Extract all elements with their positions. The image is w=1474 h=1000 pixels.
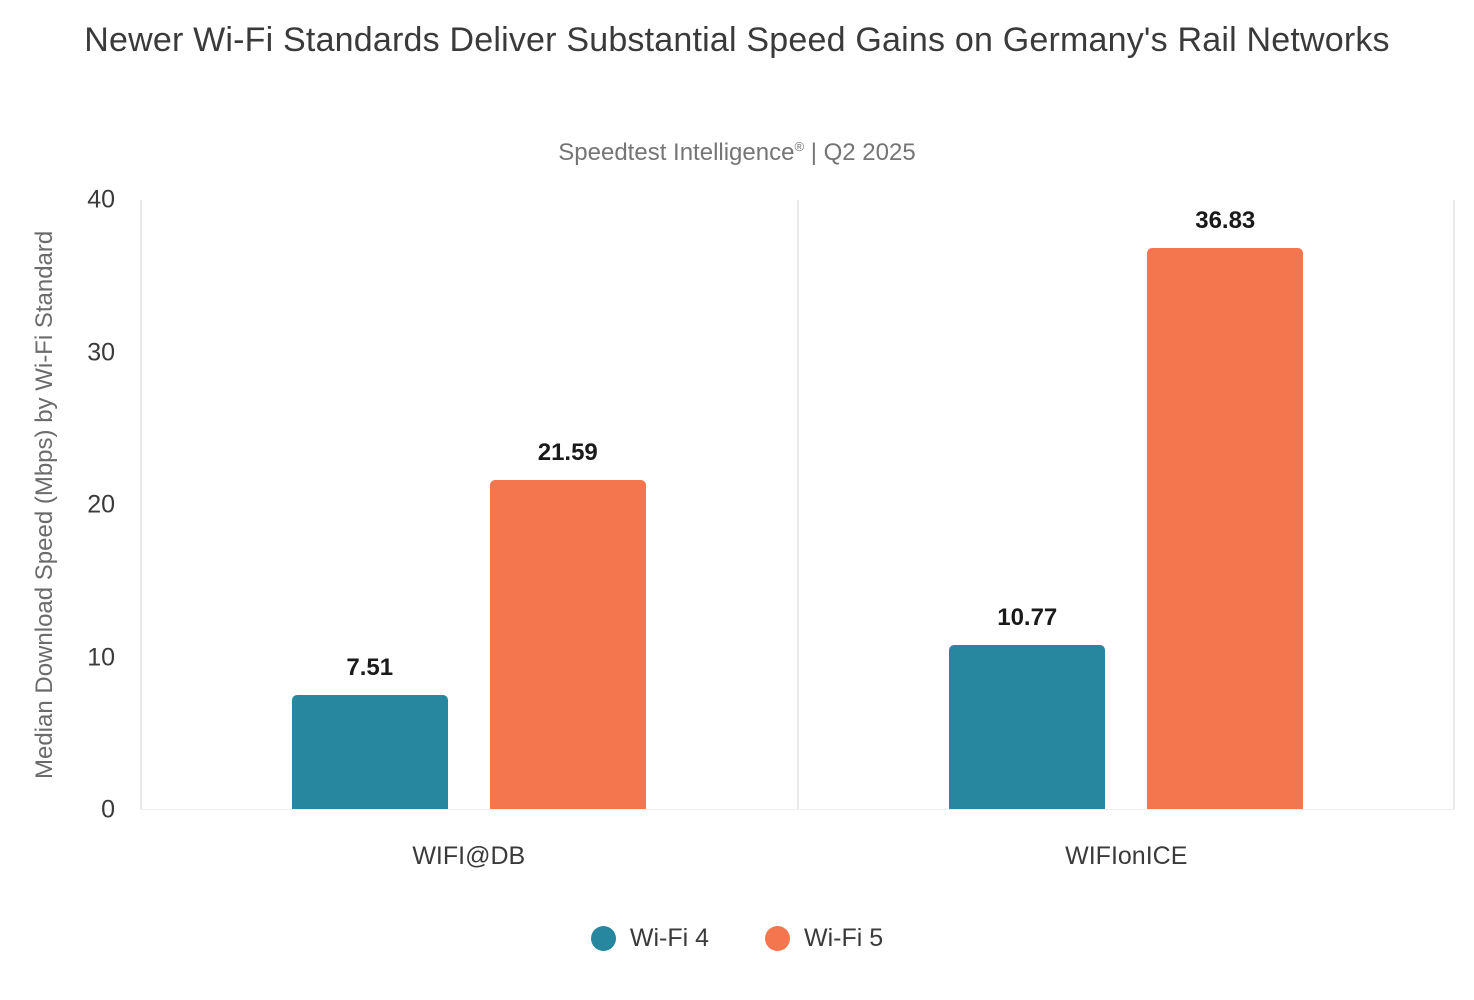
y-axis-ticks: 40 30 20 10 0 <box>0 186 115 824</box>
bar-group-wifidb-wifi4: 7.51 <box>291 200 448 809</box>
y-tick-label-30: 30 <box>87 338 115 366</box>
legend-label-wifi4: Wi-Fi 4 <box>629 924 709 952</box>
plot-area: 7.51 21.59 10.77 36.83 <box>140 200 1455 810</box>
bar-wifionice-wifi5 <box>1147 248 1304 809</box>
panel-wifionice: 10.77 36.83 <box>798 200 1456 809</box>
bar-value-label-wifionice-wifi5: 36.83 <box>1195 207 1256 235</box>
axis-line-right <box>1453 200 1455 809</box>
legend-item-wifi4: Wi-Fi 4 <box>590 924 709 953</box>
subtitle-brand: Speedtest Intelligence <box>558 139 795 166</box>
registered-trademark-symbol: ® <box>794 139 805 154</box>
bar-group-wifidb-wifi5: 21.59 <box>489 200 646 809</box>
x-category-label-wifionice: WIFIonICE <box>1065 842 1188 870</box>
bar-wifionice-wifi4 <box>949 645 1106 809</box>
bar-wifidb-wifi4 <box>291 694 448 809</box>
bar-group-wifionice-wifi5: 36.83 <box>1147 200 1304 809</box>
legend-dot-wifi5-icon <box>765 926 790 951</box>
chart-subtitle: Speedtest Intelligence® | Q2 2025 <box>0 139 1474 167</box>
axis-line-left <box>140 200 142 809</box>
subtitle-period: | Q2 2025 <box>804 139 916 166</box>
legend-item-wifi5: Wi-Fi 5 <box>765 924 883 953</box>
bar-value-label-wifionice-wifi4: 10.77 <box>997 604 1058 632</box>
y-tick-label-10: 10 <box>87 643 115 671</box>
legend-dot-wifi4-icon <box>590 926 616 951</box>
panel-divider <box>796 200 799 809</box>
legend: Wi-Fi 4 Wi-Fi 5 <box>0 924 1474 953</box>
bar-value-label-wifidb-wifi4: 7.51 <box>346 653 394 681</box>
bar-wifidb-wifi5 <box>489 480 646 809</box>
bar-group-wifionice-wifi4: 10.77 <box>949 200 1106 809</box>
panel-wifidb: 7.51 21.59 <box>140 200 798 809</box>
x-category-label-wifidb: WIFI@DB <box>412 842 526 870</box>
y-tick-label-0: 0 <box>101 795 115 824</box>
legend-label-wifi5: Wi-Fi 5 <box>804 924 884 952</box>
y-tick-label-20: 20 <box>87 490 115 519</box>
y-tick-label-40: 40 <box>87 185 115 214</box>
chart-title: Newer Wi-Fi Standards Deliver Substantia… <box>84 21 1390 59</box>
bar-value-label-wifidb-wifi5: 21.59 <box>537 439 598 467</box>
